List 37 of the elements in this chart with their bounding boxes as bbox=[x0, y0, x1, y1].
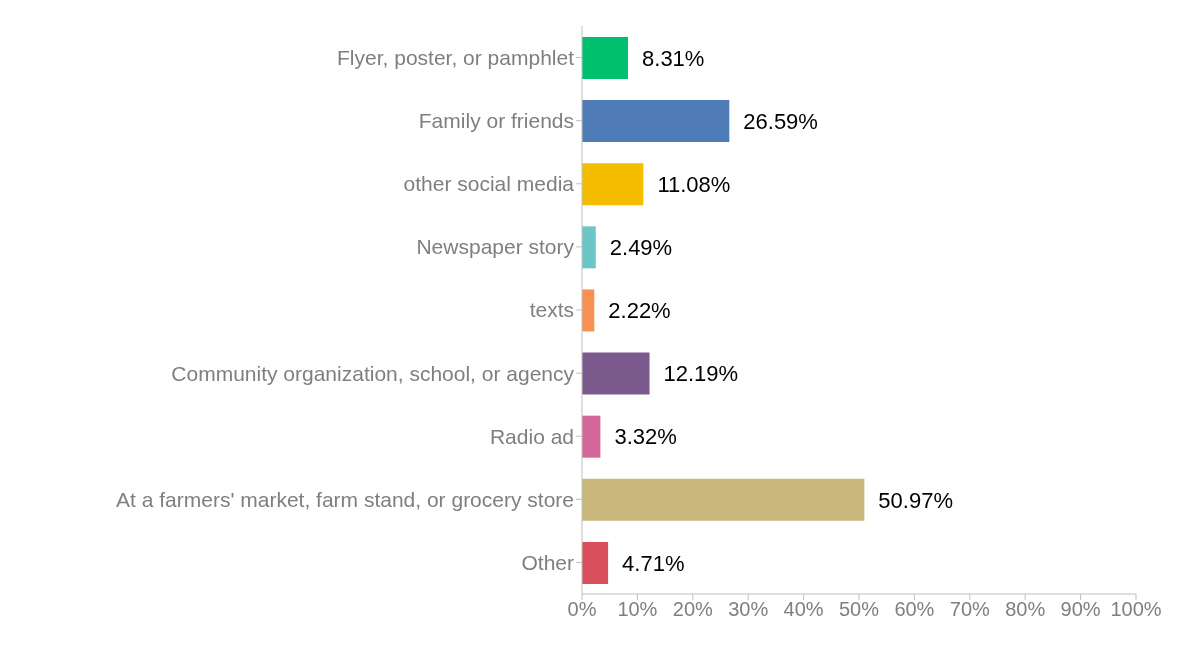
x-tick-label: 60% bbox=[894, 598, 935, 621]
bar bbox=[582, 100, 730, 143]
data-label: 2.22% bbox=[608, 298, 671, 324]
y-tick-label: Family or friends bbox=[418, 109, 574, 133]
data-label: 26.59% bbox=[743, 108, 818, 134]
data-label: 3.32% bbox=[614, 424, 677, 450]
data-label: 12.19% bbox=[663, 361, 739, 387]
x-tick-label: 80% bbox=[1005, 598, 1046, 621]
bar bbox=[582, 352, 650, 395]
x-tick-label: 50% bbox=[838, 598, 880, 621]
data-label: 8.31% bbox=[642, 45, 705, 71]
data-label: 2.49% bbox=[609, 235, 673, 261]
y-tick-label: Other bbox=[521, 550, 574, 574]
bar bbox=[582, 415, 601, 458]
x-tick-label: 30% bbox=[728, 598, 769, 621]
data-label: 11.08% bbox=[657, 172, 731, 198]
x-tick-label: 100% bbox=[1110, 598, 1162, 621]
y-tick-label: Radio ad bbox=[489, 424, 574, 448]
bar bbox=[582, 163, 644, 206]
data-label: 4.71% bbox=[622, 550, 685, 576]
y-tick-label: Newspaper story bbox=[416, 235, 575, 259]
bar bbox=[582, 541, 609, 584]
y-tick-label: At a farmers' market, farm stand, or grocery store bbox=[116, 487, 574, 511]
data-label: 50.97% bbox=[878, 487, 953, 513]
y-tick-label: other social media bbox=[403, 172, 575, 196]
y-tick-label: texts bbox=[529, 298, 574, 322]
x-tick-label: 70% bbox=[949, 598, 991, 621]
y-tick-label: Community organization, school, or agency bbox=[171, 361, 575, 385]
x-tick-label: 90% bbox=[1060, 598, 1101, 621]
bar bbox=[582, 478, 865, 521]
x-tick-label: 40% bbox=[783, 598, 824, 621]
bar bbox=[582, 37, 629, 79]
y-tick-label: Flyer, poster, or pamphlet bbox=[337, 46, 575, 70]
x-tick-label: 0% bbox=[567, 598, 597, 621]
x-tick-label: 20% bbox=[672, 598, 714, 621]
bar bbox=[582, 226, 596, 269]
x-tick-label: 10% bbox=[617, 598, 658, 621]
